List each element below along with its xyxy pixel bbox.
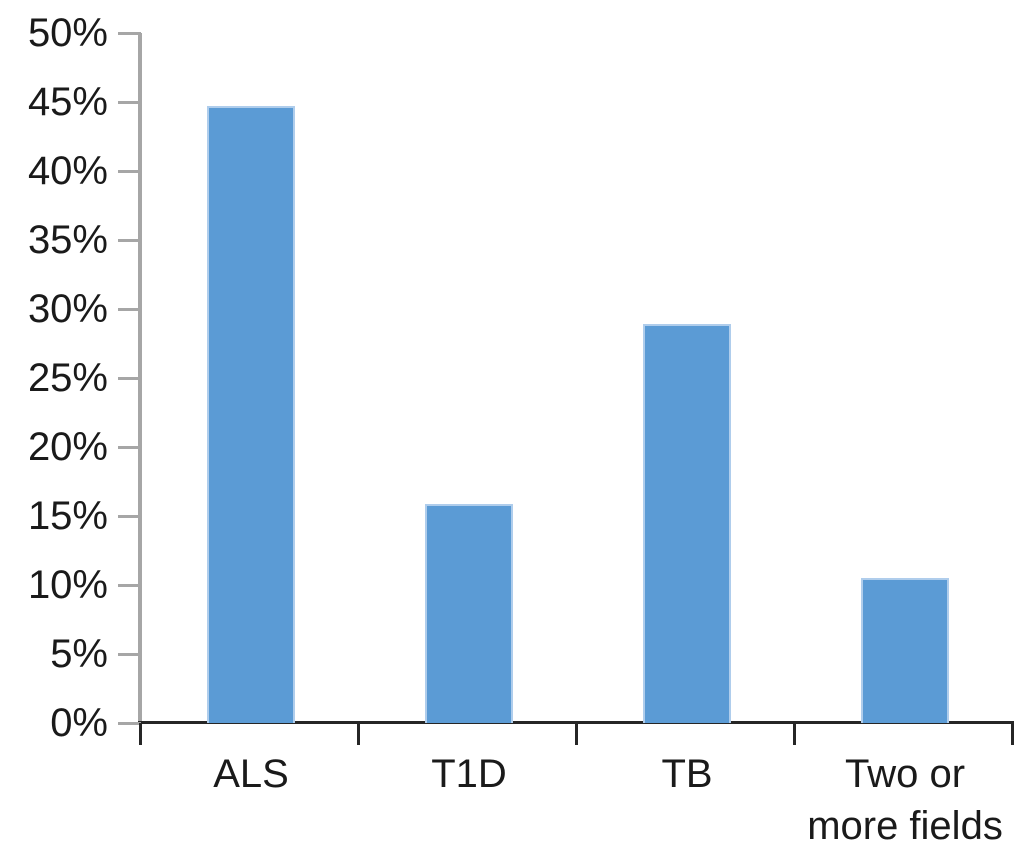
x-axis-tick-mark: [793, 723, 796, 745]
bar-tb: [643, 324, 731, 723]
y-axis-tick-mark: [118, 31, 141, 35]
y-axis-tick-mark: [118, 238, 141, 242]
y-axis-tick-mark: [118, 514, 141, 518]
y-axis-tick-label: 40%: [27, 149, 108, 193]
x-axis-tick-mark: [575, 723, 578, 745]
y-axis-tick-label: 50%: [27, 11, 108, 55]
x-axis-category-label: ALS: [213, 752, 289, 796]
y-axis-tick-label: 5%: [50, 632, 108, 676]
x-axis-tick-mark: [357, 723, 360, 745]
bar-t1d: [425, 503, 513, 723]
y-axis-tick-label: 45%: [27, 80, 108, 124]
y-axis-tick-label: 10%: [27, 563, 108, 607]
y-axis-tick-mark: [118, 307, 141, 311]
y-axis-tick-label: 25%: [27, 356, 108, 400]
x-axis-tick-mark: [139, 723, 142, 745]
x-axis-tick-mark: [1011, 723, 1014, 745]
y-axis-tick-mark: [118, 583, 141, 587]
y-axis-tick-label: 15%: [27, 494, 108, 538]
y-axis-tick-label: 0%: [50, 701, 108, 745]
y-axis-tick-mark: [118, 169, 141, 173]
y-axis-tick-label: 35%: [27, 218, 108, 262]
x-axis-line: [138, 721, 1014, 724]
y-axis-tick-mark: [118, 652, 141, 656]
y-axis-tick-label: 30%: [27, 287, 108, 331]
y-axis-tick-label: 20%: [27, 425, 108, 469]
bar-two-or-more-fields: [861, 578, 949, 723]
y-axis-tick-mark: [118, 721, 141, 725]
x-axis-category-label: Two or more fields: [807, 752, 1003, 848]
bar-als: [207, 106, 295, 723]
x-axis-category-label: T1D: [431, 752, 507, 796]
y-axis-tick-mark: [118, 445, 141, 449]
x-axis-category-label: TB: [661, 752, 713, 796]
y-axis-tick-mark: [118, 100, 141, 104]
y-axis-tick-mark: [118, 376, 141, 380]
